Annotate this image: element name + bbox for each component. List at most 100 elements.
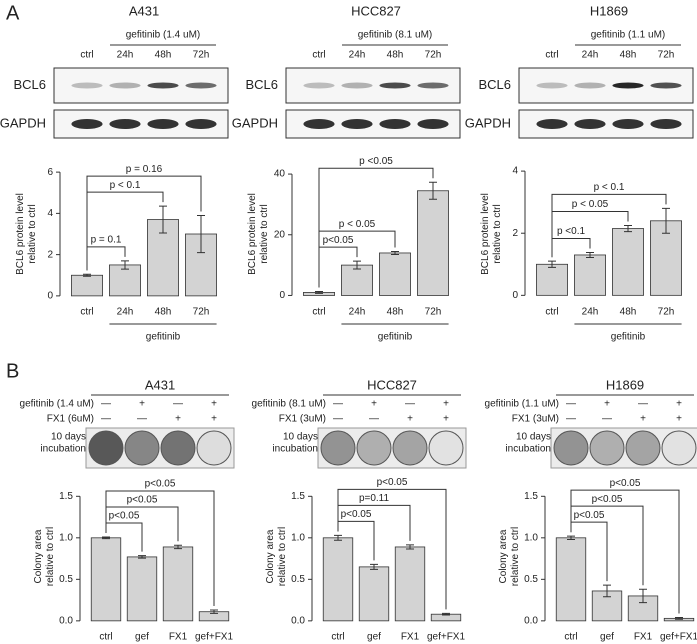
x-tick-label: 72h bbox=[425, 307, 442, 318]
y-axis-label: Colony arearelative to ctrl bbox=[33, 527, 56, 586]
x-tick-label: 48h bbox=[155, 307, 172, 318]
x-tick-label: gef bbox=[135, 632, 149, 643]
lane-label: 72h bbox=[658, 50, 675, 61]
y-tick-label: 0 bbox=[279, 290, 285, 301]
condition-mark: — bbox=[333, 414, 343, 425]
panel-label: B bbox=[6, 360, 19, 382]
condition-mark: + bbox=[443, 399, 449, 410]
error-bar bbox=[406, 544, 414, 550]
treatment-label: gefitinib (1.1 uM) bbox=[591, 30, 665, 41]
lane-label: 48h bbox=[620, 50, 637, 61]
x-tick-label: 24h bbox=[582, 307, 599, 318]
bar bbox=[394, 546, 426, 622]
error-bar bbox=[353, 260, 361, 270]
lane-label: 72h bbox=[425, 50, 442, 61]
blot-band bbox=[574, 119, 606, 129]
y-axis-label-line: Colony area bbox=[265, 529, 276, 583]
y-tick-label: 0.0 bbox=[524, 615, 538, 626]
condition-mark: — bbox=[101, 414, 111, 425]
y-axis-label: BCL6 protein levelrelative to ctrl bbox=[15, 193, 38, 275]
error-bar bbox=[586, 251, 594, 258]
significance-label: p < 0.05 bbox=[339, 219, 376, 230]
y-axis-label-line: BCL6 protein level bbox=[15, 193, 26, 275]
significance-label: p<0.05 bbox=[377, 477, 408, 488]
x-tick-label: ctrl bbox=[99, 632, 112, 643]
condition-mark: — bbox=[566, 399, 576, 410]
error-bar bbox=[370, 563, 378, 570]
significance-label: p <0.05 bbox=[359, 156, 393, 167]
x-tick-label: gef+FX1 bbox=[427, 632, 466, 643]
significance-bracket bbox=[551, 193, 667, 258]
significance-label: p<0.05 bbox=[341, 509, 372, 520]
bar bbox=[322, 537, 354, 622]
condition-mark: — bbox=[101, 399, 111, 410]
y-axis-label-line: relative to ctrl bbox=[510, 527, 521, 586]
group-label: gefitinib bbox=[378, 332, 413, 343]
blot-band bbox=[71, 82, 103, 89]
image-label: incubation bbox=[40, 444, 86, 455]
y-tick-label: 1.0 bbox=[291, 532, 305, 543]
bar bbox=[650, 220, 682, 296]
blot-row-label: GAPDH bbox=[0, 115, 46, 130]
y-tick-label: 1.0 bbox=[59, 532, 73, 543]
condition-mark: — bbox=[602, 414, 612, 425]
blot-row-label: GAPDH bbox=[465, 115, 511, 130]
significance-label: p < 0.1 bbox=[594, 182, 625, 193]
significance-label: p = 0.16 bbox=[126, 164, 163, 175]
y-tick-label: 1.5 bbox=[291, 491, 305, 502]
condition-mark: + bbox=[139, 399, 145, 410]
error-bar bbox=[159, 205, 167, 234]
lane-label: 24h bbox=[349, 50, 366, 61]
significance-bracket bbox=[551, 237, 591, 258]
error-bar bbox=[624, 224, 632, 233]
blot-band bbox=[612, 119, 644, 129]
blot-band bbox=[303, 82, 335, 89]
y-tick-label: 40 bbox=[274, 169, 286, 180]
bar bbox=[162, 546, 194, 622]
condition-mark: — bbox=[405, 399, 415, 410]
condition-mark: — bbox=[333, 399, 343, 410]
significance-bracket bbox=[318, 167, 434, 288]
blot-band bbox=[185, 82, 217, 89]
error-bar bbox=[315, 291, 323, 294]
error-bar bbox=[197, 214, 205, 254]
bar bbox=[536, 263, 568, 296]
blot-band bbox=[303, 119, 335, 129]
y-tick-label: 4 bbox=[512, 166, 518, 177]
condition-mark: + bbox=[443, 414, 449, 425]
y-axis-label-line: relative to ctrl bbox=[277, 527, 288, 586]
condition-mark: + bbox=[211, 399, 217, 410]
blot-band bbox=[109, 82, 141, 89]
error-bar bbox=[603, 584, 611, 598]
bar bbox=[109, 264, 141, 297]
blot-title: A431 bbox=[129, 3, 159, 18]
blot-row-label: BCL6 bbox=[478, 77, 511, 92]
significance-label: p = 0.1 bbox=[91, 234, 122, 245]
y-axis-label-line: Colony area bbox=[498, 529, 509, 583]
x-tick-label: 72h bbox=[658, 307, 675, 318]
blot-title: A431 bbox=[145, 377, 175, 392]
y-tick-label: 2 bbox=[512, 228, 518, 239]
x-tick-label: ctrl bbox=[80, 307, 93, 318]
bar bbox=[574, 254, 606, 296]
blot-band bbox=[536, 119, 568, 129]
dish bbox=[320, 430, 356, 466]
y-tick-label: 1.0 bbox=[524, 532, 538, 543]
lane-label: ctrl bbox=[80, 50, 93, 61]
y-tick-label: 1.5 bbox=[524, 491, 538, 502]
lane-label: 24h bbox=[582, 50, 599, 61]
blot-title: HCC827 bbox=[367, 377, 417, 392]
y-tick-label: 4 bbox=[47, 208, 53, 219]
panel-label: A bbox=[6, 2, 20, 24]
dish bbox=[124, 430, 160, 466]
y-axis-label-line: relative to ctrl bbox=[492, 204, 503, 263]
x-tick-label: 24h bbox=[349, 307, 366, 318]
y-tick-label: 20 bbox=[274, 229, 286, 240]
x-tick-label: gef+FX1 bbox=[660, 632, 697, 643]
x-tick-label: ctrl bbox=[312, 307, 325, 318]
x-tick-label: ctrl bbox=[331, 632, 344, 643]
y-axis-label-line: relative to ctrl bbox=[259, 204, 270, 263]
error-bar bbox=[102, 536, 110, 540]
blot-title: H1869 bbox=[590, 3, 628, 18]
y-axis-label-line: relative to ctrl bbox=[45, 527, 56, 586]
